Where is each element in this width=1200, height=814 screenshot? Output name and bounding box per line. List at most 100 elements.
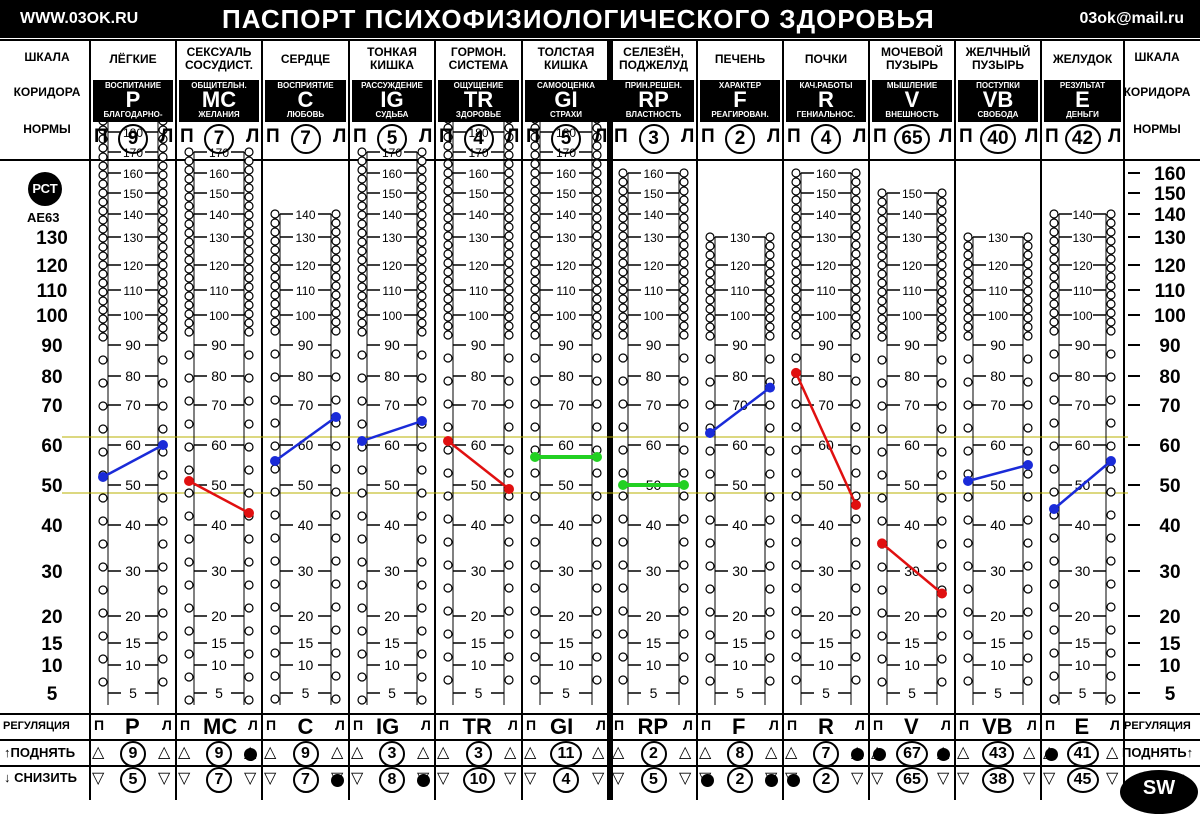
rail-circle-right <box>417 309 427 319</box>
reg-l-marker: Л <box>596 717 606 733</box>
rail-circle-left <box>618 186 628 196</box>
raise-value-rp[interactable]: 2 <box>640 741 667 767</box>
lower-value-v[interactable]: 65 <box>896 767 928 793</box>
p-marker: П <box>701 126 715 147</box>
raise-value-vb[interactable]: 43 <box>982 741 1014 767</box>
right-scale-tick: 60 <box>1159 436 1180 457</box>
rail-circle-right <box>851 177 861 187</box>
raise-value-p[interactable]: 9 <box>120 741 146 767</box>
right-scale-tick: 100 <box>1154 306 1186 327</box>
lower-value-e[interactable]: 45 <box>1066 767 1099 793</box>
right-scale-tick: 80 <box>1159 367 1180 388</box>
lower-value-c[interactable]: 7 <box>292 767 319 793</box>
lower-value-r[interactable]: 2 <box>813 767 839 793</box>
code-box-top: ВОСПРИЯТИЕ <box>277 81 334 90</box>
l-marker: Л <box>506 126 520 147</box>
organ-label-v: МОЧЕВОЙ ПУЗЫРЬ <box>880 45 944 72</box>
rail-circle-right <box>331 579 341 589</box>
tick-label: 80 <box>471 368 487 384</box>
tick-label: 30 <box>211 563 227 579</box>
raise-value-f[interactable]: 8 <box>727 741 753 767</box>
lower-value-p[interactable]: 5 <box>120 767 146 793</box>
rail-circle-right <box>158 206 168 216</box>
lower-value-tr[interactable]: 10 <box>462 767 495 793</box>
rail-circle-right <box>937 355 947 365</box>
raise-value-mc[interactable]: 9 <box>206 741 232 767</box>
rail-circle-left <box>963 241 973 251</box>
tick-label: 110 <box>296 284 315 298</box>
code-box-bottom: СВОБОДА <box>977 110 1019 119</box>
tick-label: 130 <box>988 231 1008 245</box>
rail-circle-right <box>851 222 861 232</box>
rail-circle-left <box>443 468 453 478</box>
rail-circle-right <box>1106 227 1116 237</box>
lower-value-f[interactable]: 2 <box>727 767 753 793</box>
tick-label: 10 <box>558 657 574 673</box>
rail-circle-left <box>357 318 367 328</box>
rail-circle-left <box>530 249 540 259</box>
raise-value-ig[interactable]: 3 <box>379 741 405 767</box>
lower-triangle-left: ▽ <box>957 770 970 787</box>
tick-label: 150 <box>902 187 922 201</box>
tick-label: 40 <box>990 517 1006 533</box>
rail-circle-right <box>937 278 947 288</box>
rail-circle-left <box>1049 418 1059 428</box>
rail-circle-left <box>963 313 973 323</box>
rail-circle-left <box>443 285 453 295</box>
rail-circle-right <box>504 629 514 639</box>
raise-value-v[interactable]: 67 <box>896 741 928 767</box>
raise-value-gi[interactable]: 11 <box>550 741 582 767</box>
rail-circle-left <box>877 242 887 252</box>
rail-circle-left <box>270 579 280 589</box>
rail-circle-left <box>877 447 887 457</box>
rail-circle-right <box>765 469 775 479</box>
raise-triangle-left: △ <box>92 744 105 761</box>
raise-value-r[interactable]: 7 <box>813 741 839 767</box>
tick-label: 40 <box>904 517 920 533</box>
series-point-right-ig <box>417 416 427 426</box>
reg-code-mc: MC <box>203 714 238 739</box>
rail-circle-left <box>357 603 367 613</box>
tick-label: 5 <box>388 685 396 701</box>
rail-circle-right <box>679 258 689 268</box>
email-link[interactable]: 03ok@mail.ru <box>1079 10 1184 27</box>
code-box-code: IG <box>380 87 404 112</box>
rail-circle-right <box>504 240 514 250</box>
raise-value-e[interactable]: 41 <box>1066 741 1099 767</box>
code-box-bottom: РЕАГИРОВАН. <box>711 110 769 119</box>
rail-circle-right <box>504 321 514 331</box>
lower-value-vb[interactable]: 38 <box>982 767 1014 793</box>
rail-circle-right <box>244 156 254 166</box>
tick-label: 30 <box>646 563 662 579</box>
rail-circle-right <box>158 251 168 261</box>
lower-value-mc[interactable]: 7 <box>206 767 232 793</box>
regulation-label-right: РЕГУЛЯЦИЯ <box>1124 720 1191 732</box>
tick-label: 140 <box>209 208 229 222</box>
rail-circle-left <box>184 264 194 274</box>
code-box-bottom: ЖЕЛАНИЯ <box>198 110 240 119</box>
rail-circle-right <box>244 580 254 590</box>
series-point-left-p <box>98 472 108 482</box>
rail-circle-right <box>1106 372 1116 382</box>
left-scale-tick: 30 <box>41 562 62 583</box>
left-scale-tick: 70 <box>41 396 62 417</box>
rail-circle-right <box>937 332 947 342</box>
rail-circle-right <box>417 396 427 406</box>
lower-value-rp[interactable]: 5 <box>640 767 667 793</box>
tick-label: 130 <box>643 231 663 245</box>
l-marker: Л <box>246 126 260 147</box>
rail-circle-right <box>851 294 861 304</box>
raise-value-c[interactable]: 9 <box>292 741 319 767</box>
rail-circle-left <box>98 134 108 144</box>
reg-code-c: C <box>297 714 314 739</box>
lower-value-ig[interactable]: 8 <box>379 767 405 793</box>
tick-label: 5 <box>215 685 223 701</box>
rail-circle-right <box>244 649 254 659</box>
lower-value-gi[interactable]: 4 <box>553 767 579 793</box>
rail-circle-left <box>877 562 887 572</box>
index-circle-p: 9 <box>118 124 148 154</box>
site-url[interactable]: WWW.03OK.RU <box>20 10 139 27</box>
rail-circle-left <box>877 188 887 198</box>
series-point-right-v <box>937 588 947 599</box>
raise-value-tr[interactable]: 3 <box>465 741 492 767</box>
